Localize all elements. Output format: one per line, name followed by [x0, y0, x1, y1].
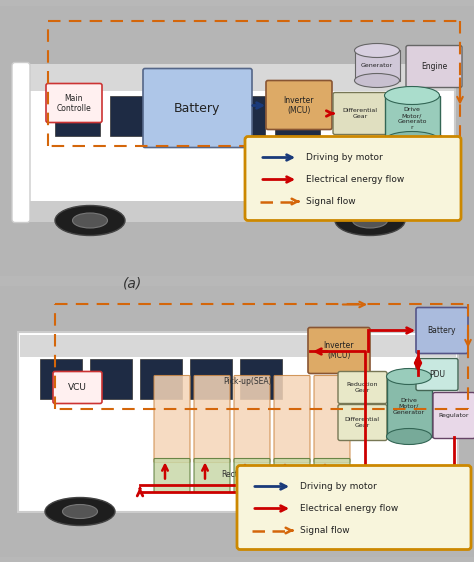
- Polygon shape: [20, 64, 454, 90]
- FancyBboxPatch shape: [237, 465, 471, 550]
- FancyBboxPatch shape: [406, 46, 462, 88]
- Bar: [40, 359, 82, 398]
- Text: Inverter
(MCU): Inverter (MCU): [324, 341, 354, 360]
- Text: Drive
Motor/
Generato
r: Drive Motor/ Generato r: [397, 107, 427, 130]
- Text: VCU: VCU: [68, 383, 86, 392]
- Bar: [275, 96, 320, 135]
- Bar: [90, 359, 132, 398]
- Text: Driving by motor: Driving by motor: [306, 153, 383, 162]
- Text: Pick-up(SEA): Pick-up(SEA): [224, 377, 272, 386]
- Bar: [140, 359, 182, 398]
- FancyBboxPatch shape: [416, 359, 458, 391]
- FancyBboxPatch shape: [194, 459, 230, 492]
- FancyBboxPatch shape: [154, 375, 190, 463]
- Text: Regulator: Regulator: [439, 413, 469, 418]
- Text: Signal flow: Signal flow: [306, 197, 356, 206]
- Ellipse shape: [355, 43, 400, 57]
- Text: Battery: Battery: [428, 326, 456, 335]
- Text: PDU: PDU: [429, 370, 445, 379]
- Text: Differential
Gear: Differential Gear: [343, 108, 377, 119]
- Bar: [385, 96, 440, 140]
- Text: Differential
Gear: Differential Gear: [345, 417, 380, 428]
- FancyBboxPatch shape: [12, 62, 30, 223]
- Text: Engine: Engine: [421, 62, 447, 71]
- FancyBboxPatch shape: [333, 93, 387, 134]
- Bar: [220, 96, 265, 135]
- Text: Generator: Generator: [361, 63, 393, 68]
- FancyBboxPatch shape: [314, 459, 350, 492]
- Ellipse shape: [386, 369, 431, 384]
- Bar: [355, 51, 400, 80]
- Text: Electrical energy flow: Electrical energy flow: [306, 175, 404, 184]
- FancyBboxPatch shape: [53, 371, 102, 404]
- Text: (a): (a): [123, 277, 142, 291]
- Ellipse shape: [386, 428, 431, 445]
- Text: Signal flow: Signal flow: [300, 526, 350, 535]
- FancyBboxPatch shape: [234, 459, 270, 492]
- Ellipse shape: [73, 213, 108, 228]
- FancyBboxPatch shape: [314, 375, 350, 463]
- FancyBboxPatch shape: [154, 459, 190, 492]
- Ellipse shape: [45, 497, 115, 525]
- Ellipse shape: [55, 206, 125, 235]
- FancyBboxPatch shape: [143, 69, 252, 147]
- Ellipse shape: [384, 132, 439, 149]
- FancyBboxPatch shape: [338, 371, 387, 404]
- FancyBboxPatch shape: [338, 405, 387, 441]
- Ellipse shape: [355, 74, 400, 88]
- FancyBboxPatch shape: [266, 80, 332, 129]
- Ellipse shape: [353, 505, 388, 519]
- Text: Drive
Motor/
Generator: Drive Motor/ Generator: [393, 398, 425, 415]
- Bar: [165, 96, 210, 135]
- Ellipse shape: [335, 497, 405, 525]
- Text: Inverter
(MCU): Inverter (MCU): [284, 96, 314, 115]
- FancyBboxPatch shape: [433, 392, 474, 438]
- Ellipse shape: [384, 87, 439, 105]
- Bar: [240, 359, 282, 398]
- Ellipse shape: [63, 505, 98, 519]
- Text: Rectifier(SEA): Rectifier(SEA): [222, 470, 274, 479]
- FancyBboxPatch shape: [194, 375, 230, 463]
- FancyBboxPatch shape: [46, 84, 102, 123]
- FancyBboxPatch shape: [274, 375, 310, 463]
- FancyBboxPatch shape: [308, 328, 370, 374]
- FancyBboxPatch shape: [274, 459, 310, 492]
- Bar: [18, 332, 458, 511]
- Ellipse shape: [353, 213, 388, 228]
- FancyBboxPatch shape: [245, 137, 461, 220]
- Bar: [387, 377, 432, 437]
- Ellipse shape: [335, 206, 405, 235]
- Text: Battery: Battery: [174, 102, 220, 115]
- Bar: [190, 359, 232, 398]
- Text: Reduction
Gear: Reduction Gear: [346, 382, 378, 393]
- Polygon shape: [18, 66, 455, 220]
- FancyBboxPatch shape: [416, 307, 468, 353]
- Bar: [20, 334, 456, 356]
- Text: Driving by motor: Driving by motor: [300, 482, 377, 491]
- Bar: [18, 201, 455, 220]
- Text: Electrical energy flow: Electrical energy flow: [300, 504, 398, 513]
- Bar: [110, 96, 155, 135]
- FancyBboxPatch shape: [234, 375, 270, 463]
- Bar: [55, 96, 100, 135]
- Text: Main
Controlle: Main Controlle: [56, 94, 91, 113]
